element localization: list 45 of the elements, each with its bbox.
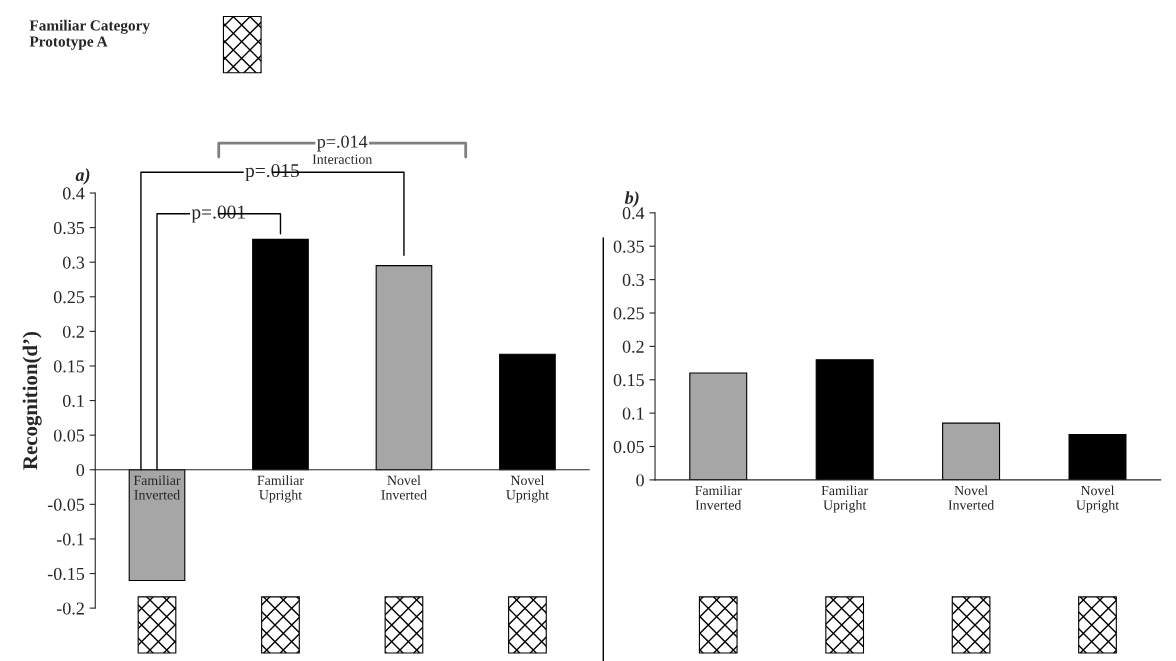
chart-title: a)	[75, 168, 90, 185]
y-tick-label: 0.35	[613, 240, 644, 253]
y-tick-label: 0.4	[622, 207, 645, 220]
x-tick-label: Familiar Inverted	[133, 475, 181, 500]
y-tick-label: -0.1	[56, 533, 84, 546]
x-tick-label: Novel Inverted	[948, 485, 995, 510]
text: p=.015	[245, 164, 300, 182]
text: Interaction	[312, 154, 373, 164]
text: Familiar Category Prototype A	[29, 19, 150, 50]
bar	[1068, 433, 1127, 480]
x-tick-label: Novel Upright	[506, 475, 549, 503]
y-tick-label: 0.2	[622, 340, 644, 353]
y-tick-label: 0.15	[613, 374, 644, 387]
y-tick-label: 0.4	[62, 187, 85, 200]
x-tick-label: Familiar Inverted	[695, 485, 742, 510]
bar	[375, 265, 433, 471]
text: p=.014	[317, 135, 368, 152]
y-tick-label: 0.3	[622, 273, 644, 287]
y-tick-label: 0.2	[62, 325, 84, 338]
x-tick-label: Familiar Upright	[257, 475, 304, 503]
bar	[815, 359, 874, 480]
bar	[942, 422, 1001, 480]
y-axis-title: Recognition(d’)	[22, 332, 42, 470]
y-tick-label: 0.25	[53, 291, 85, 304]
y-tick-label: 0.1	[622, 407, 644, 420]
chart-title: b)	[624, 191, 639, 208]
y-tick-label: 0.25	[613, 307, 644, 320]
y-tick-label: 0.05	[53, 429, 85, 442]
x-tick-label: Novel Inverted	[381, 475, 427, 500]
y-tick-label: 0	[76, 464, 85, 477]
x-tick-label: Familiar Upright	[821, 485, 869, 513]
y-tick-label: 0	[636, 474, 644, 487]
bar	[499, 353, 556, 471]
annotation: p=.001	[191, 205, 245, 223]
bar	[252, 238, 309, 471]
x-tick-label: Novel Upright	[1076, 485, 1120, 513]
y-tick-label: 0.35	[53, 221, 85, 235]
y-tick-label: 0.1	[62, 394, 84, 408]
y-tick-label: -0.15	[47, 567, 85, 581]
y-tick-label: -0.05	[47, 498, 85, 511]
y-tick-label: 0.3	[62, 256, 85, 269]
y-tick-label: 0.15	[53, 360, 85, 373]
y-tick-label: -0.2	[56, 602, 84, 615]
bar	[689, 372, 748, 480]
y-tick-label: 0.05	[613, 440, 644, 454]
